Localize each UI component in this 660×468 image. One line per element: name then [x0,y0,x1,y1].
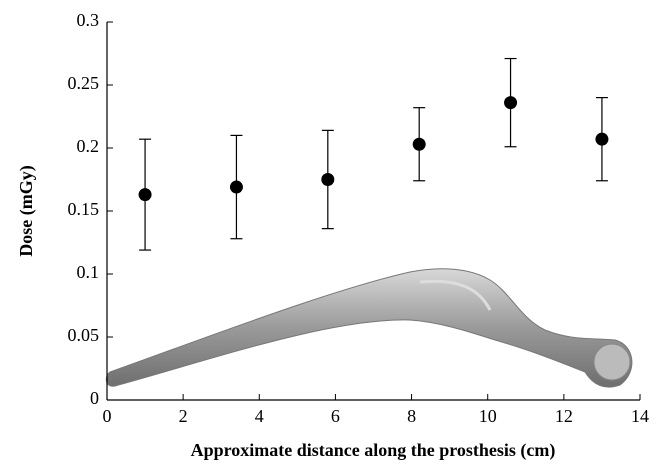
point [412,137,426,151]
point [229,180,243,194]
y-tick-label: 0.3 [77,10,100,30]
y-tick-label: 0.2 [77,136,100,156]
y-tick-label: 0.25 [68,73,100,93]
prosthesis-image [105,268,633,388]
x-tick-label: 6 [331,406,340,426]
y-tick-label: 0 [90,388,99,408]
point [138,188,152,202]
x-tick-label: 8 [407,406,416,426]
y-tick-label: 0.1 [77,262,100,282]
point [321,173,335,186]
x-axis-label: Approximate distance along the prosthesi… [191,440,556,461]
y-axis-label: Dose (mGy) [16,165,37,256]
x-tick-label: 4 [255,406,264,426]
x-tick-label: 12 [555,406,573,426]
x-tick-label: 2 [179,406,188,426]
point [595,132,609,146]
y-tick-label: 0.15 [68,199,100,219]
y-tick-label: 0.05 [68,325,100,345]
x-tick-label: 14 [631,406,649,426]
x-tick-label: 0 [103,406,112,426]
point [504,96,518,110]
x-tick-label: 10 [479,406,497,426]
